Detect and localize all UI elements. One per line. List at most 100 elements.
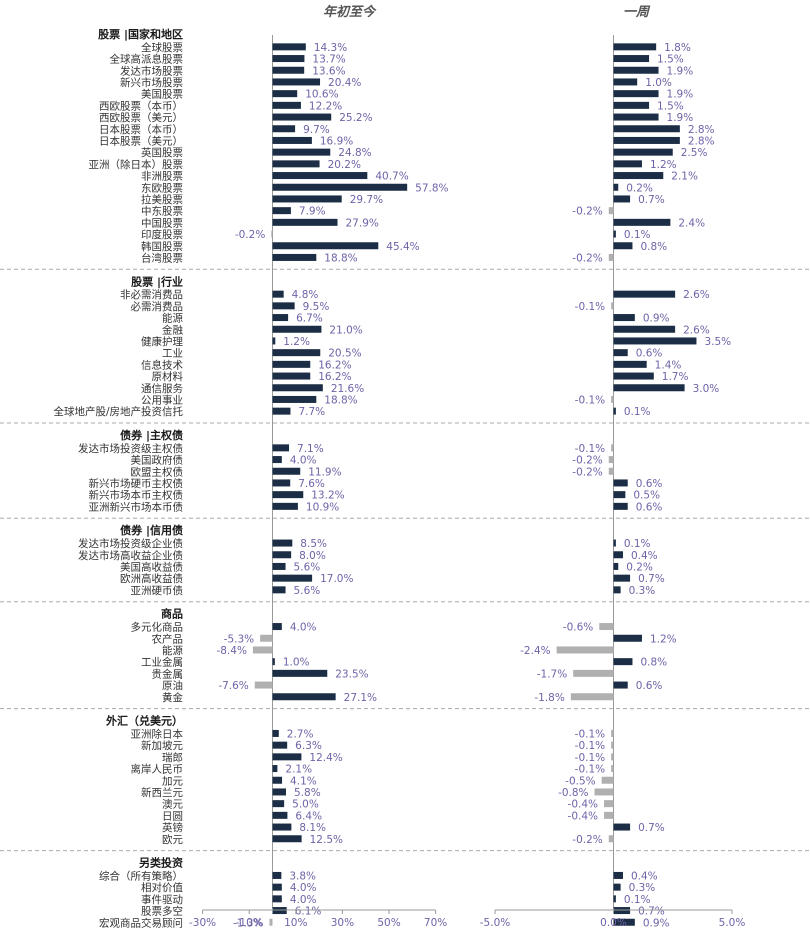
week-bar xyxy=(613,502,628,510)
ytd-bar xyxy=(272,195,342,203)
ytd-bar xyxy=(272,160,320,168)
ytd-value-label: 27.1% xyxy=(344,692,377,704)
row-label: 亚洲（除日本）股票 xyxy=(89,158,184,171)
row-label: 新加坡元 xyxy=(141,739,183,752)
row-label: 亚洲新兴市场本币债 xyxy=(89,500,184,513)
ytd-value-label: 13.6% xyxy=(312,65,345,77)
week-value-label: 0.7% xyxy=(638,194,665,206)
row-label: 欧洲高收益债 xyxy=(120,572,183,585)
ytd-value-label: 45.4% xyxy=(386,241,419,253)
week-bar xyxy=(613,183,619,191)
week-value-label: 0.1% xyxy=(624,894,651,906)
row-label: 新兴市场股票 xyxy=(120,76,183,89)
row-label: 西欧股票（美元） xyxy=(99,111,183,124)
row-label: 金融 xyxy=(162,323,183,336)
ytd-bar xyxy=(272,218,338,226)
week-bar xyxy=(613,160,642,168)
week-value-label: 0.8% xyxy=(640,241,667,253)
ytd-value-label: 20.5% xyxy=(328,348,361,360)
week-bar xyxy=(613,574,631,582)
week-value-label: -0.1% xyxy=(575,394,605,406)
week-bar xyxy=(613,78,638,86)
week-value-label: 1.5% xyxy=(657,54,684,66)
week-value-label: 2.6% xyxy=(683,324,710,336)
week-value-label: 0.6% xyxy=(636,348,663,360)
week-bar xyxy=(613,658,633,666)
week-value-label: -0.2% xyxy=(572,206,602,218)
ytd-bar xyxy=(272,148,331,156)
week-bar xyxy=(613,372,654,380)
ytd-bar xyxy=(272,360,311,368)
row-label: 西欧股票（本币） xyxy=(99,99,183,112)
row-label: 美国股票 xyxy=(141,88,183,101)
ytd-tick-label: -30% xyxy=(189,917,216,929)
row-label: 非洲股票 xyxy=(141,171,183,183)
week-value-label: -0.2% xyxy=(572,834,602,846)
ytd-value-label: 40.7% xyxy=(375,171,408,183)
ytd-value-label: 21.6% xyxy=(331,383,364,395)
row-label: 欧盟主权债 xyxy=(131,465,184,478)
row-label: 原油 xyxy=(162,679,183,692)
row-label: 离岸人民币 xyxy=(131,763,184,776)
ytd-bar xyxy=(272,562,286,570)
ytd-bar xyxy=(272,55,305,63)
ytd-bar xyxy=(272,823,292,831)
week-bar xyxy=(611,729,614,737)
week-bar xyxy=(556,646,614,654)
week-value-label: -0.5% xyxy=(565,775,595,787)
ytd-value-label: -0.2% xyxy=(235,229,265,241)
ytd-value-label: 5.6% xyxy=(294,585,321,597)
week-bar xyxy=(613,195,631,203)
week-value-label: 0.9% xyxy=(643,917,670,929)
week-bar xyxy=(594,788,614,796)
row-label: 通信服务 xyxy=(141,382,183,395)
ytd-value-label: 4.0% xyxy=(290,882,317,894)
week-bar xyxy=(608,253,614,261)
ytd-bar xyxy=(272,444,290,452)
ytd-bar xyxy=(272,125,296,133)
week-value-label: -0.1% xyxy=(575,764,605,776)
week-bar xyxy=(611,741,614,749)
ytd-bar xyxy=(272,741,288,749)
week-bar xyxy=(613,125,680,133)
week-value-label: 0.5% xyxy=(633,490,660,502)
week-value-label: 0.3% xyxy=(629,882,656,894)
week-bar xyxy=(608,207,614,215)
ytd-value-label: 16.9% xyxy=(320,135,353,147)
ytd-value-label: 27.9% xyxy=(346,217,379,229)
week-value-label: -0.1% xyxy=(575,740,605,752)
ytd-bar xyxy=(272,788,287,796)
ytd-value-label: 8.5% xyxy=(300,538,327,550)
week-bar xyxy=(570,693,614,701)
row-label: 瑞郎 xyxy=(162,751,183,764)
week-value-label: -1.8% xyxy=(534,692,564,704)
week-value-label: 1.4% xyxy=(655,359,682,371)
week-bar xyxy=(613,290,676,298)
ytd-bar xyxy=(272,372,311,380)
week-value-label: 0.9% xyxy=(643,313,670,325)
ytd-bar xyxy=(272,467,301,475)
ytd-bar xyxy=(272,658,275,666)
ytd-bar xyxy=(272,113,332,121)
week-value-label: 0.2% xyxy=(626,182,653,194)
week-value-label: 0.3% xyxy=(629,585,656,597)
week-bar xyxy=(613,90,659,98)
week-bar xyxy=(611,395,614,403)
ytd-value-label: 5.8% xyxy=(294,787,321,799)
week-value-label: -0.2% xyxy=(572,466,602,478)
ytd-value-label: 18.8% xyxy=(324,252,357,264)
week-value-label: 0.4% xyxy=(631,550,658,562)
ytd-bar xyxy=(272,586,286,594)
ytd-bar xyxy=(272,835,302,843)
ytd-bar xyxy=(272,907,287,915)
ytd-bar xyxy=(272,800,285,808)
week-bar xyxy=(613,55,650,63)
ytd-bar xyxy=(272,325,322,333)
ytd-value-label: -5.3% xyxy=(224,633,254,645)
week-value-label: 0.7% xyxy=(638,822,665,834)
ytd-value-label: 20.2% xyxy=(328,159,361,171)
ytd-value-label: 4.0% xyxy=(290,455,317,467)
ytd-value-label: 4.0% xyxy=(290,622,317,634)
week-bar xyxy=(613,113,659,121)
ytd-value-label: 9.5% xyxy=(303,301,330,313)
